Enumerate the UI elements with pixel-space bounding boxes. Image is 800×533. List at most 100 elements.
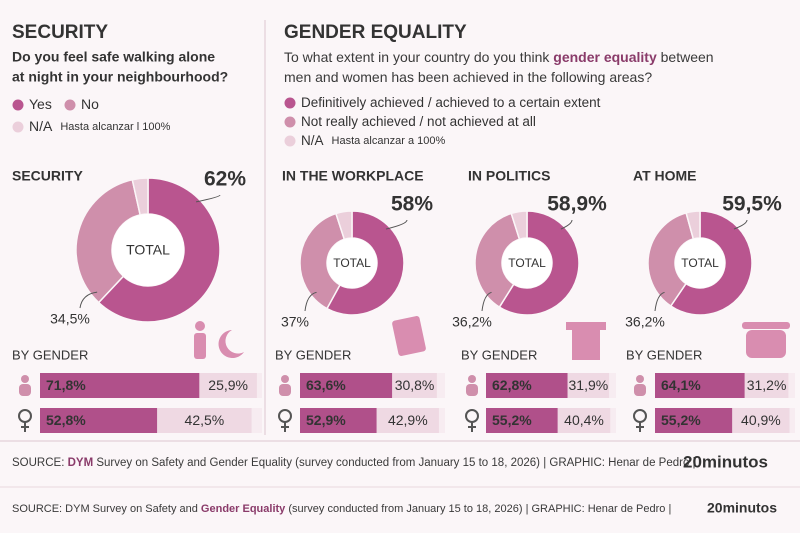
bar-segment [486, 373, 568, 398]
value-label: 36,2% [625, 314, 665, 330]
woman-icon [468, 422, 476, 432]
value-label: 40,9% [741, 412, 781, 428]
legend-swatch [64, 99, 76, 111]
chart-title: SECURITY [12, 168, 83, 184]
legend-name: Definitively achieved / achieved to a ce… [301, 95, 601, 110]
legend-name: N/A [301, 133, 324, 148]
value-label: 58,9% [547, 193, 607, 216]
legend-note: Hasta alcanzar a 100% [332, 135, 446, 147]
leader-line [654, 291, 665, 312]
value-label: 64,1% [661, 377, 701, 393]
value-label: 52,8% [46, 412, 86, 428]
value-label: 30,8% [395, 377, 435, 393]
leader-line [79, 291, 98, 309]
podium-icon [566, 322, 606, 330]
pot-icon [746, 330, 786, 358]
value-label: 36,2% [452, 314, 492, 330]
brand: 20minutos [707, 500, 777, 516]
man-icon [636, 375, 644, 383]
legend-label: Not really achieved / not achieved at al… [301, 114, 536, 129]
chart-title: BY GENDER [626, 347, 702, 362]
source-part: SOURCE: [12, 457, 68, 469]
value-label: 31,9% [569, 377, 609, 393]
value-label: 55,2% [492, 412, 532, 428]
question: men and women has been achieved in the f… [284, 69, 652, 85]
center-label: TOTAL [508, 256, 546, 270]
moon-icon [218, 330, 244, 358]
section-title: GENDER EQUALITY [284, 22, 467, 43]
value-label: 58% [391, 193, 433, 216]
center-label: TOTAL [333, 256, 371, 270]
legend-note: Hasta alcanzar l 100% [60, 121, 170, 133]
donut-hole [327, 238, 377, 288]
bar-segment [655, 373, 745, 398]
value-label: 59,5% [722, 193, 782, 216]
center-label: TOTAL [681, 256, 719, 270]
bar-segment [744, 373, 789, 398]
source: SOURCE: DYM Survey on Safety and Gender … [12, 457, 696, 469]
legend-name: Not really achieved / not achieved at al… [301, 114, 536, 129]
man-icon [466, 384, 478, 396]
value-label: 40,4% [564, 412, 604, 428]
legend-name: Yes [29, 96, 52, 112]
legend-label: Definitively achieved / achieved to a ce… [301, 95, 601, 110]
leader-line [385, 219, 408, 230]
question: Do you feel safe walking alone [12, 49, 215, 65]
source: SOURCE: DYM Survey on Safety and Gender … [12, 503, 671, 515]
value-label: 52,9% [306, 412, 346, 428]
leader-line [560, 219, 573, 230]
value-label: 62,8% [492, 377, 532, 393]
chart-title: IN THE WORKPLACE [282, 168, 424, 184]
woman-icon [281, 422, 289, 432]
bar-segment [157, 408, 252, 433]
source-part: (survey conducted from January 15 to 18,… [285, 503, 671, 515]
value-label: 55,2% [661, 412, 701, 428]
bar-segment [199, 373, 257, 398]
bar-segment [40, 373, 200, 398]
section-title: SECURITY [12, 22, 108, 43]
question: To what extent in your country do you th… [284, 49, 714, 65]
donut-hole [502, 238, 552, 288]
chart-title: IN POLITICS [468, 168, 550, 184]
brand: 20minutos [683, 452, 768, 471]
man-icon [21, 375, 29, 383]
source-part: SOURCE: DYM Survey on Safety and [12, 503, 201, 515]
icons [194, 316, 790, 360]
leader-line [481, 291, 492, 312]
pot-icon [742, 322, 790, 329]
chart-title: BY GENDER [461, 347, 537, 362]
question-part: To what extent in your country do you th… [284, 49, 553, 65]
source-part: DYM [68, 457, 94, 469]
chart-title: BY GENDER [12, 347, 88, 362]
bar-segment [300, 373, 393, 398]
bar-segment [376, 408, 439, 433]
legend-label: N/A Hasta alcanzar l 100% [29, 118, 171, 134]
chart-title: BY GENDER [275, 347, 351, 362]
legend-swatch [12, 99, 24, 111]
woman-icon [21, 422, 29, 432]
donut-hole [675, 238, 725, 288]
value-label: 31,2% [747, 377, 787, 393]
legend-swatch [284, 116, 296, 128]
center-label: TOTAL [126, 242, 170, 258]
value-label: 37% [281, 314, 309, 330]
source-part: Gender Equality [201, 503, 286, 515]
question-part: gender equality [553, 49, 657, 65]
donut-hole [112, 214, 184, 286]
leader-line [304, 291, 317, 312]
legend-name: N/A [29, 118, 53, 134]
chart-title: AT HOME [633, 168, 697, 184]
bar-segment [732, 408, 790, 433]
value-label: 62% [204, 168, 246, 191]
man-icon [468, 375, 476, 383]
bar-segment [567, 373, 610, 398]
person-icon [195, 321, 205, 331]
legend-label: No [81, 96, 99, 112]
man-icon [634, 384, 646, 396]
leader-line [195, 194, 221, 203]
value-label: 42,5% [185, 412, 225, 428]
value-label: 42,9% [388, 412, 428, 428]
leader-line [733, 219, 748, 230]
podium-icon [572, 330, 600, 360]
